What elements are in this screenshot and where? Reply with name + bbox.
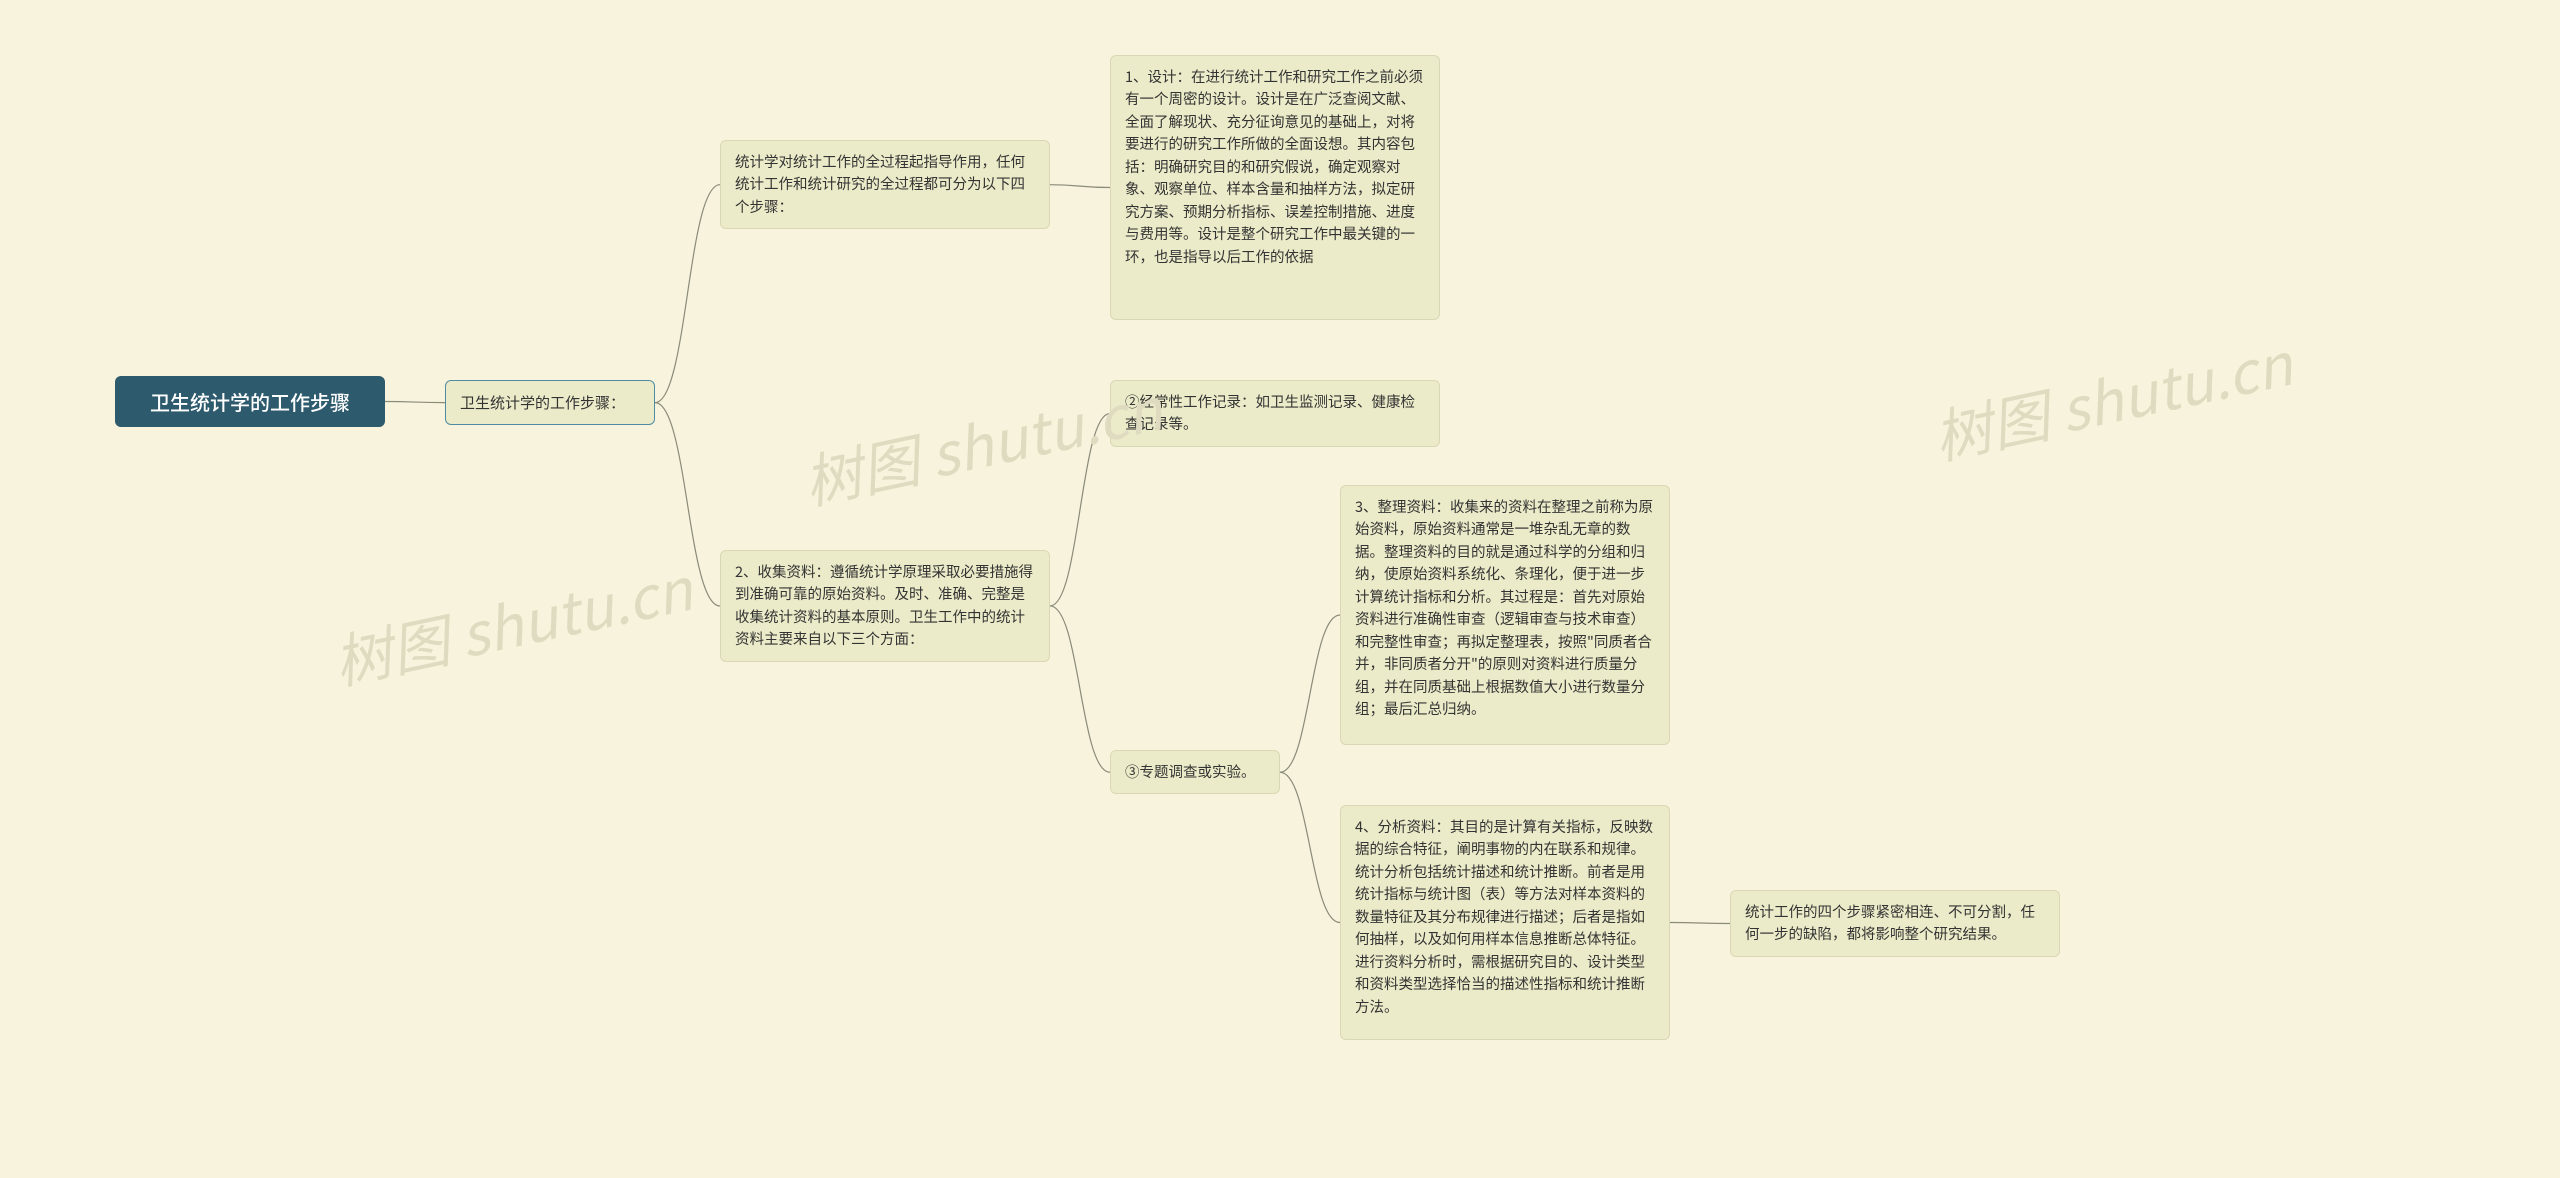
- watermark-text: 树图 shutu.cn: [1925, 318, 2298, 476]
- connector: [1050, 413, 1110, 605]
- mindmap-node-n1[interactable]: 卫生统计学的工作步骤：: [445, 380, 655, 425]
- mindmap-node-n7[interactable]: 3、整理资料：收集来的资料在整理之前称为原始资料，原始资料通常是一堆杂乱无章的数…: [1340, 485, 1670, 745]
- mindmap-node-n6[interactable]: ③专题调查或实验。: [1110, 750, 1280, 794]
- connector: [1050, 185, 1110, 188]
- mindmap-node-n8[interactable]: 4、分析资料：其目的是计算有关指标，反映数据的综合特征，阐明事物的内在联系和规律…: [1340, 805, 1670, 1040]
- connector: [385, 402, 445, 403]
- mindmap-node-n4[interactable]: 1、设计：在进行统计工作和研究工作之前必须有一个周密的设计。设计是在广泛查阅文献…: [1110, 55, 1440, 320]
- mindmap-node-n9[interactable]: 统计工作的四个步骤紧密相连、不可分割，任何一步的缺陷，都将影响整个研究结果。: [1730, 890, 2060, 957]
- connector: [1280, 772, 1340, 922]
- mindmap-node-n0[interactable]: 卫生统计学的工作步骤: [115, 376, 385, 427]
- connector: [1670, 923, 1730, 924]
- connector: [655, 185, 720, 403]
- mindmap-node-n2[interactable]: 统计学对统计工作的全过程起指导作用，任何统计工作和统计研究的全过程都可分为以下四…: [720, 140, 1050, 229]
- mindmap-node-n3[interactable]: 2、收集资料：遵循统计学原理采取必要措施得到准确可靠的原始资料。及时、准确、完整…: [720, 550, 1050, 662]
- connector: [1050, 606, 1110, 772]
- watermark-text: 树图 shutu.cn: [325, 543, 698, 701]
- connector: [655, 403, 720, 606]
- mindmap-node-n5[interactable]: ②经常性工作记录：如卫生监测记录、健康检查记录等。: [1110, 380, 1440, 447]
- connector: [1280, 615, 1340, 772]
